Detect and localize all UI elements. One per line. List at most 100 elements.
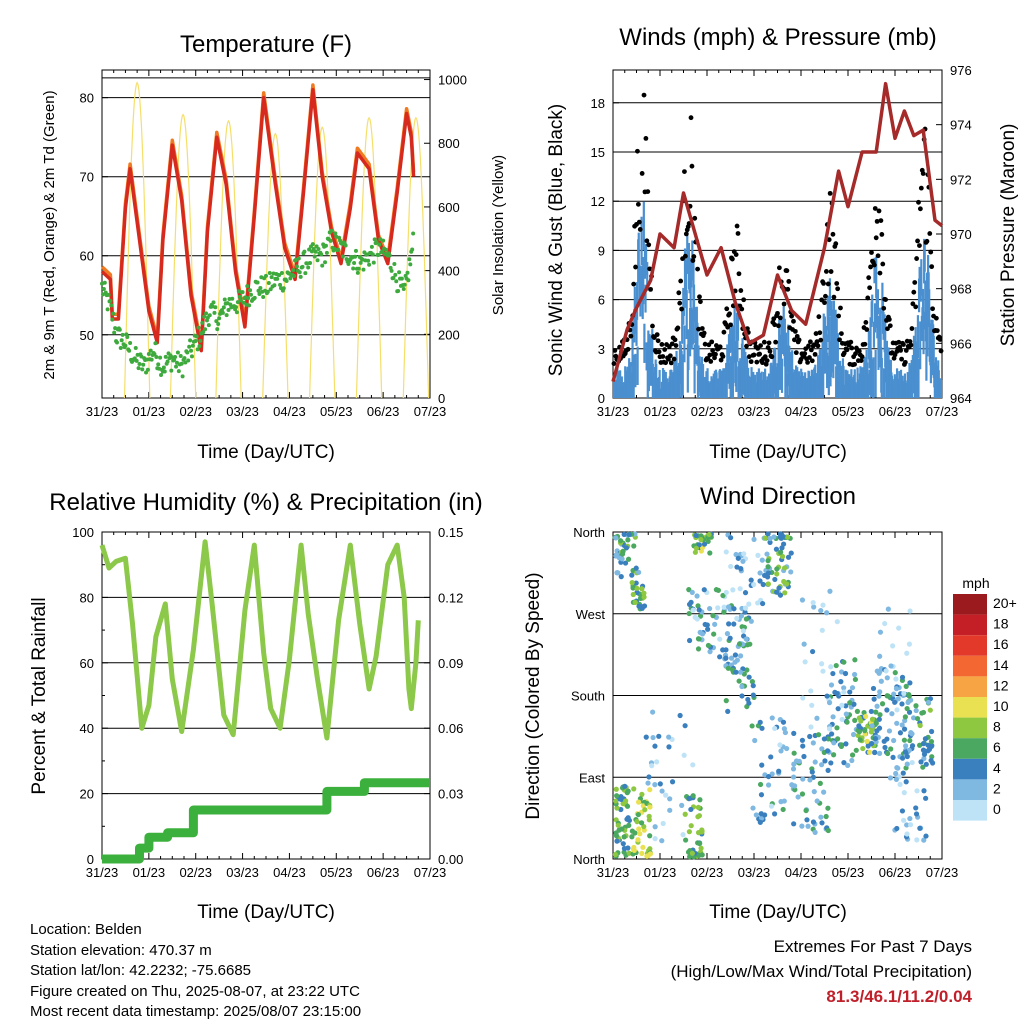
wind-direction-point [803,807,809,814]
wind-direction-point [652,743,658,749]
wind-direction-point [639,604,645,610]
wind-direction-point [828,664,834,670]
gust-point [769,354,775,360]
wind-direction-point [732,659,738,665]
x-tick-label: 31/23 [86,404,119,419]
wind-direction-point [635,811,641,818]
wind-direction-point [784,534,791,540]
wind-direction-point [748,618,754,624]
wind-direction-point [636,826,642,832]
dewpoint-point [343,243,348,248]
dewpoint-point [320,263,325,268]
y2-tick-label: 974 [950,118,972,133]
speed-legend-label: 0 [993,801,1001,817]
gust-point [645,189,651,194]
dewpoint-point [361,267,366,272]
gust-point [826,237,832,243]
x-tick-label: 03/23 [226,404,259,419]
gust-point [909,326,915,331]
wind-direction-point [663,792,669,798]
gust-point [733,252,739,257]
gust-point [794,333,800,339]
wind-direction-point [901,790,907,796]
wind-direction-point [807,777,813,783]
wind-direction-point [872,735,878,742]
gust-point [869,250,874,255]
solar-insolation-curve [215,119,242,399]
wind-direction-point [618,574,624,580]
wind-direction-point [791,730,797,736]
wind-direction-point [695,636,702,642]
gust-point [728,322,733,328]
gust-point [772,322,778,328]
wind-direction-point [713,587,719,593]
temperature-xlabel: Time (Day/UTC) [197,442,335,463]
gust-point [816,314,822,320]
wind-direction-point [637,831,643,837]
speed-legend-swatch [953,635,987,656]
wind-direction-point [852,657,858,663]
wind-direction-point [829,731,835,737]
wind-direction-point [923,833,929,839]
wind-direction-point [737,653,744,659]
gust-point [785,286,791,292]
wind-direction-point [805,823,811,829]
wind-direction-point [871,696,877,702]
wind-direction-point [800,776,806,782]
wind-direction-point [629,834,635,840]
wind-direction-point [902,749,909,755]
wind-direction-point [822,758,828,764]
gust-point [885,326,890,332]
extremes-box: Extremes For Past 7 Days (High/Low/Max W… [671,934,972,1009]
wind-direction-point [733,551,739,558]
wind-direction-point [870,685,877,692]
wind-direction-point [841,689,847,695]
wind-direction-point [749,679,755,685]
wind-direction-point [649,763,655,769]
solar-insolation-curve [402,116,430,399]
wind-direction-point [893,676,899,682]
wind-direction-point [888,663,894,669]
y-tick-label: 3 [598,342,605,357]
wind-direction-point [893,686,900,692]
y-tick-label: 40 [80,721,94,736]
wind-direction-point [692,614,698,620]
dewpoint-point [190,343,195,348]
gust-point [835,286,841,292]
wind-direction-point [639,850,645,857]
gust-point [654,332,660,338]
wind-direction-point [780,533,786,540]
dewpoint-point [117,327,122,332]
wind-direction-point [914,788,920,794]
gust-point [734,223,740,229]
dewpoint-point [258,286,263,291]
x-tick-label: 01/23 [644,404,677,419]
wind-direction-point [825,736,831,742]
dewpoint-point [194,334,199,339]
wind-direction-point [769,771,775,777]
wind-direction-point [765,531,771,537]
wind-direction-point [892,699,898,705]
wind-direction-point [884,707,890,713]
wind-direction-point [776,768,782,774]
wind-direction-point [854,708,861,714]
wind-direction-point [695,646,702,652]
wind-direction-point [791,821,797,827]
dewpoint-point [207,313,212,318]
dewpoint-point [178,353,183,358]
dewpoint-point [125,335,130,340]
wind-direction-point [625,537,631,543]
dewpoint-point [173,354,178,359]
gust-point [916,199,921,205]
wind-direction-point [925,742,931,748]
dewpoint-point [224,313,229,318]
wind-direction-point [615,570,621,576]
dewpoint-point [133,346,138,351]
wind-direction-point [928,757,934,764]
wind-direction-point [613,833,620,839]
wind-direction-point [901,690,907,697]
dewpoint-point [372,237,377,242]
gust-point [880,261,886,267]
wind-direction-point [689,589,695,595]
wind-direction-point [779,545,785,551]
